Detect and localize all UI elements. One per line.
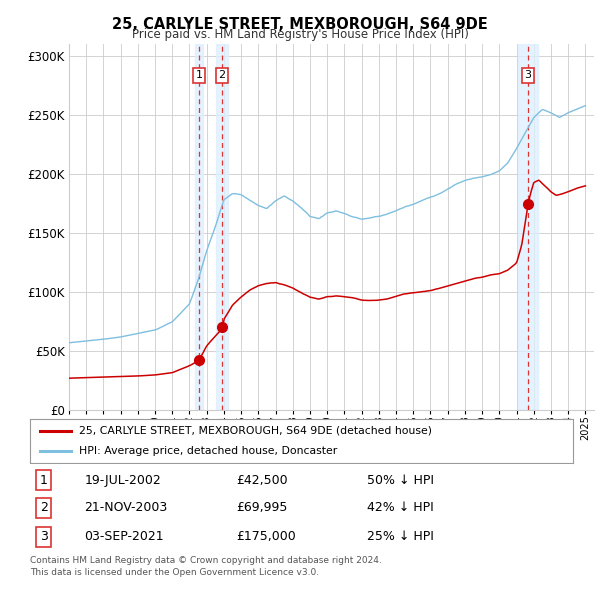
Bar xyxy=(518,44,538,410)
Text: £175,000: £175,000 xyxy=(236,530,296,543)
Text: 25, CARLYLE STREET, MEXBOROUGH, S64 9DE (detached house): 25, CARLYLE STREET, MEXBOROUGH, S64 9DE … xyxy=(79,426,432,436)
Text: 1: 1 xyxy=(40,474,47,487)
Text: 25, CARLYLE STREET, MEXBOROUGH, S64 9DE: 25, CARLYLE STREET, MEXBOROUGH, S64 9DE xyxy=(112,17,488,31)
Text: HPI: Average price, detached house, Doncaster: HPI: Average price, detached house, Donc… xyxy=(79,446,337,456)
Text: 21-NOV-2003: 21-NOV-2003 xyxy=(85,502,167,514)
Text: £69,995: £69,995 xyxy=(236,502,288,514)
Text: 42% ↓ HPI: 42% ↓ HPI xyxy=(367,502,433,514)
Bar xyxy=(194,44,203,410)
Text: £42,500: £42,500 xyxy=(236,474,288,487)
Text: 25% ↓ HPI: 25% ↓ HPI xyxy=(367,530,434,543)
Text: 50% ↓ HPI: 50% ↓ HPI xyxy=(367,474,434,487)
Text: 3: 3 xyxy=(524,70,532,80)
Text: Contains HM Land Registry data © Crown copyright and database right 2024.: Contains HM Land Registry data © Crown c… xyxy=(30,556,382,565)
Text: 3: 3 xyxy=(40,530,47,543)
Text: Price paid vs. HM Land Registry's House Price Index (HPI): Price paid vs. HM Land Registry's House … xyxy=(131,28,469,41)
Bar xyxy=(216,44,228,410)
Text: 1: 1 xyxy=(196,70,202,80)
Text: 19-JUL-2002: 19-JUL-2002 xyxy=(85,474,161,487)
Text: 03-SEP-2021: 03-SEP-2021 xyxy=(85,530,164,543)
Text: 2: 2 xyxy=(40,502,47,514)
Text: This data is licensed under the Open Government Licence v3.0.: This data is licensed under the Open Gov… xyxy=(30,568,319,576)
Text: 2: 2 xyxy=(218,70,226,80)
